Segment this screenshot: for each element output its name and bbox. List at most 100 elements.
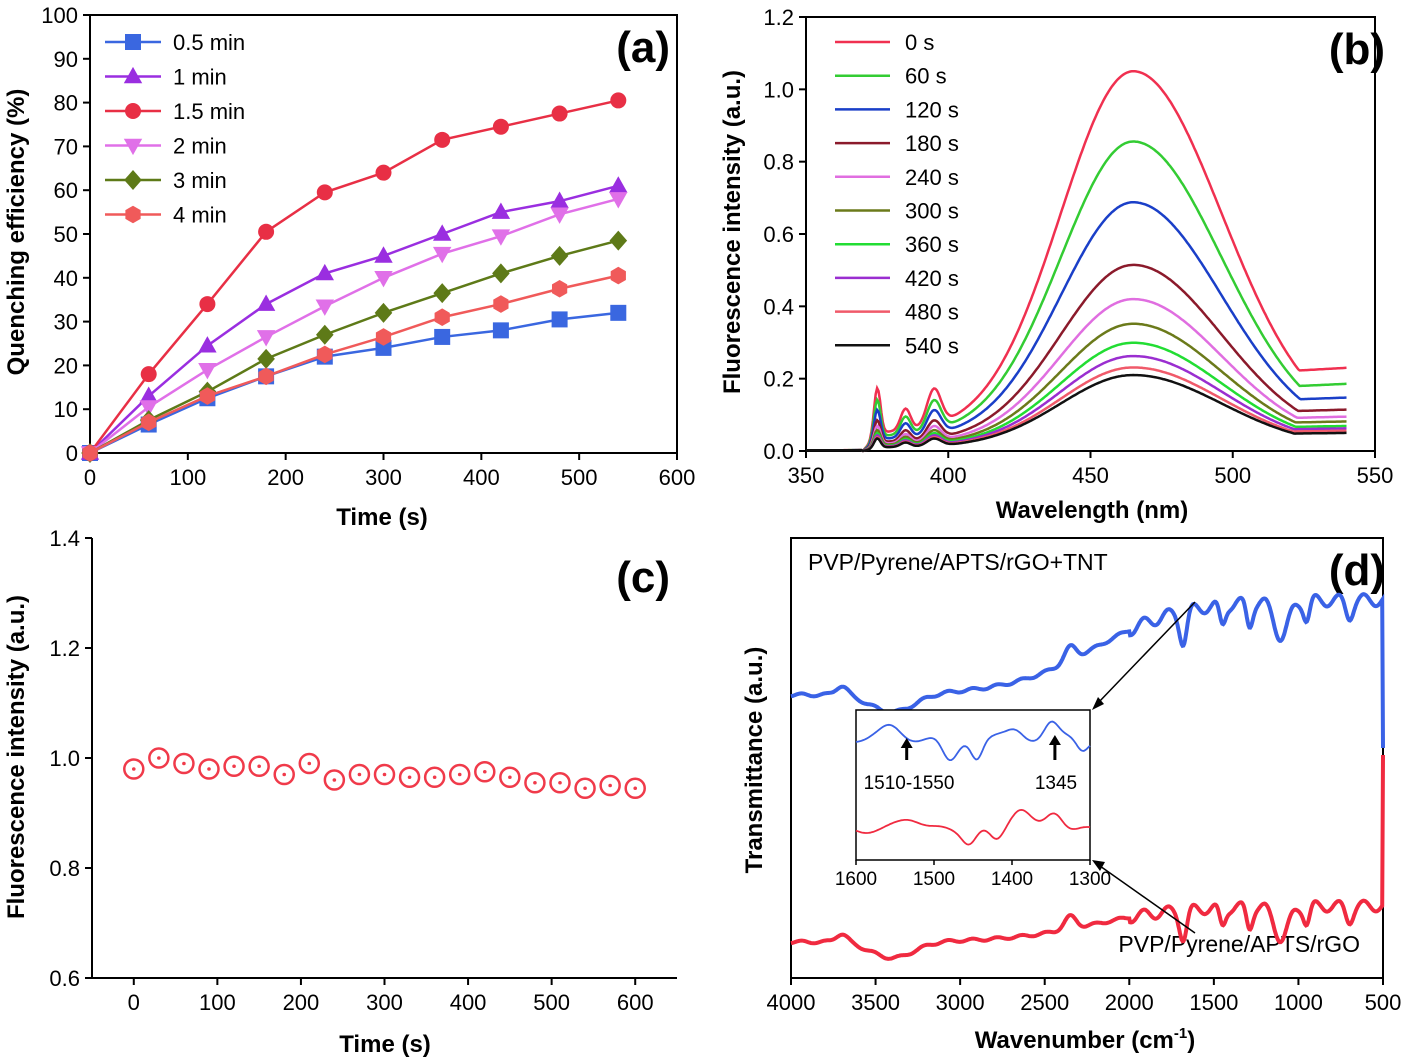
panel-c-xtick-label: 200 — [283, 990, 320, 1015]
panel-c-data-point-center — [407, 775, 412, 780]
panel-c-data-point-center — [182, 761, 186, 766]
connector-arrow-top — [1092, 697, 1104, 710]
panel-c-data-point — [423, 766, 446, 788]
panel-c-data-point-center — [257, 764, 261, 769]
panel-b-spectrum-line — [806, 263, 1347, 453]
panel-a-data-point — [82, 444, 98, 462]
connector-arrow-bottom — [1092, 860, 1105, 871]
panel-a-xtick-label: 600 — [659, 465, 696, 490]
panel-b-legend-label: 0 s — [905, 30, 934, 55]
panel-b-xtick-label: 550 — [1357, 463, 1394, 488]
panel-b-ytick-label: 0.8 — [763, 150, 794, 175]
panel-b-xlabel: Wavelength (nm) — [996, 497, 1188, 524]
panel-a-data-point — [610, 304, 627, 321]
panel-b-spectrum-line — [806, 373, 1347, 453]
connector-line-top — [1097, 601, 1196, 704]
panel-a-legend-label: 1.5 min — [173, 99, 245, 124]
panel-a-data-point — [316, 324, 334, 345]
panel-a-data-point — [256, 330, 276, 347]
panel-d-xtick-label: 4000 — [767, 990, 816, 1015]
panel-b-legend-label: 420 s — [905, 266, 959, 291]
panel-a-data-point — [551, 105, 568, 122]
panel-d: Transmittance (a.u.) Wavenumber (cm-1) (… — [741, 537, 1401, 1054]
panel-c-data-point — [499, 766, 521, 788]
panel-b-spectrum-line — [806, 201, 1347, 453]
panel-c-data-point-center — [131, 767, 136, 771]
panel-b-spectrum-line — [806, 140, 1347, 453]
panel-b-ytick-label: 0.4 — [763, 294, 794, 319]
panel-a-data-point — [374, 302, 393, 323]
panel-a-series-line — [89, 274, 619, 455]
panel-a-data-point — [198, 362, 217, 380]
panel-c-data-point — [298, 752, 321, 775]
panel-c-data-point-center — [558, 780, 562, 785]
panel-a-ytick-label: 100 — [41, 3, 78, 28]
panel-a-series-line — [89, 311, 619, 455]
panel-a-legend-label: 0.5 min — [173, 30, 245, 55]
panel-d-xtick-label: 2500 — [1020, 990, 1069, 1015]
inset-arrow-1345-head — [1048, 735, 1061, 745]
panel-a-ytick-label: 60 — [54, 178, 78, 203]
panel-d-ylabel: Transmittance (a.u.) — [741, 647, 768, 874]
panel-b-xtick-label: 500 — [1214, 463, 1251, 488]
panel-a-data-point — [198, 336, 217, 353]
panel-a-ytick-label: 90 — [54, 47, 78, 72]
panel-a-data-point — [610, 92, 627, 109]
panel-a-xtick-label: 100 — [169, 465, 206, 490]
panel-b-ytick-label: 0.2 — [763, 367, 794, 392]
panel-a-data-point — [257, 348, 275, 369]
panel-a-data-point — [550, 207, 569, 224]
panel-a-xlabel: Time (s) — [336, 504, 428, 531]
panel-a-legend-label: 3 min — [173, 168, 227, 193]
panel-c-data-point-center — [382, 772, 387, 777]
panel-c-xtick-label: 0 — [128, 990, 140, 1015]
series-label-rgo: PVP/Pyrene/APTS/rGO — [1118, 931, 1360, 957]
panel-a-legend-label: 2 min — [173, 134, 227, 159]
connector-line-bottom — [1099, 865, 1196, 934]
panel-d-xlabel-main: Wavenumber (cm — [975, 1027, 1174, 1054]
panel-c-data-point-center — [332, 778, 337, 782]
panel-a-legend-marker — [125, 103, 141, 119]
panel-a-data-point — [493, 295, 509, 313]
panel-c-data-point-center — [157, 756, 161, 760]
panel-a-data-point — [315, 299, 334, 316]
panel-c-data-point-center — [583, 786, 587, 791]
panel-c-xtick-label: 400 — [450, 990, 487, 1015]
inset-annotation-1345: 1345 — [1035, 773, 1077, 794]
panel-c-data-point — [549, 772, 571, 794]
panel-a-ytick-label: 80 — [54, 91, 78, 116]
panel-c-data-point — [373, 763, 396, 786]
panel-b-legend-label: 360 s — [905, 232, 959, 257]
panel-a-data-point — [317, 345, 333, 364]
panel-b-xtick-label: 400 — [930, 463, 967, 488]
panel-d-spectrum-rgo — [790, 754, 1385, 961]
inset-arrow-1510-head — [900, 738, 913, 748]
panel-b-ytick-label: 1.2 — [763, 5, 794, 30]
panel-a-data-point — [315, 263, 334, 281]
panel-c-data-point-center — [482, 769, 487, 774]
inset-xtick-label: 1400 — [991, 869, 1033, 890]
panel-c-data-point — [574, 777, 596, 799]
panel-a-data-point — [491, 229, 511, 246]
panel-a-series-line — [89, 197, 619, 454]
panel-d-xtick-label: 3000 — [936, 990, 985, 1015]
panel-d-xlabel: Wavenumber (cm-1) — [975, 1025, 1196, 1054]
panel-c-data-point — [599, 774, 621, 797]
panel-b-xtick-label: 350 — [788, 463, 825, 488]
panel-c-data-point-center — [508, 775, 512, 780]
panel-c-data-point — [123, 758, 145, 780]
panel-b-legend-label: 540 s — [905, 333, 959, 358]
panel-a-data-point — [550, 245, 569, 266]
panel-a-data-point — [492, 263, 510, 284]
panel-a-data-point — [610, 266, 626, 285]
panel-c-xtick-label: 600 — [617, 990, 654, 1015]
panel-a-legend-marker — [125, 34, 141, 50]
panel-a-ylabel: Quenching efficiency (%) — [3, 89, 30, 376]
panel-a-data-point — [316, 184, 333, 201]
panel-c-data-point-center — [533, 780, 537, 785]
panel-a-data-point — [491, 202, 511, 219]
panel-d-xtick-label: 1000 — [1274, 990, 1323, 1015]
panel-a-data-point — [256, 294, 276, 311]
panel-a-series-line — [88, 99, 619, 454]
panel-b-legend-label: 300 s — [905, 199, 959, 224]
